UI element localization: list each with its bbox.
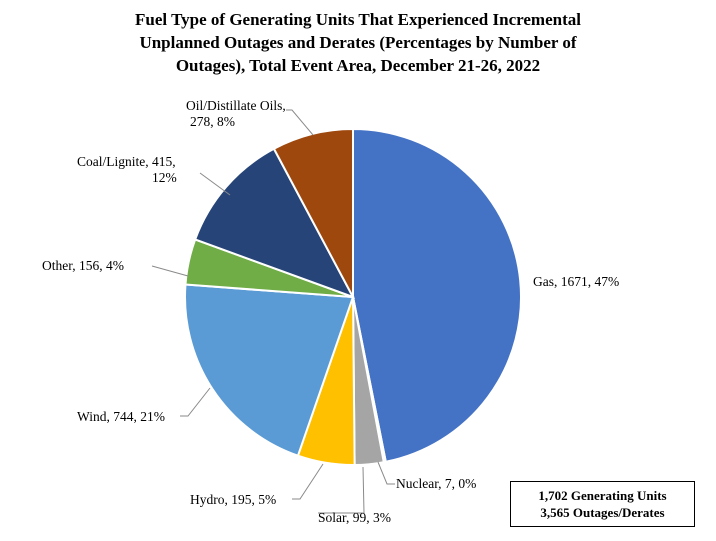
slice-label-nuclear: Nuclear, 7, 0% xyxy=(396,476,476,491)
summary-outages-derates: 3,565 Outages/Derates xyxy=(540,505,665,520)
leader-line-wind xyxy=(180,387,211,417)
slice-labels: Gas, 1671, 47% Nuclear, 7, 0% Solar, 99, 3… xyxy=(42,98,619,525)
leader-line-hydro xyxy=(292,463,324,500)
pie-slice-gas xyxy=(352,127,522,463)
chart-title-line-2: Unplanned Outages and Derates (Percentag… xyxy=(139,33,577,52)
pie-slice-coal-lignite xyxy=(193,147,356,299)
leader-line-nuclear xyxy=(377,461,395,485)
chart-title-line-1: Fuel Type of Generating Units That Exper… xyxy=(135,10,581,29)
chart-title-line-3: Outages), Total Event Area, December 21-… xyxy=(175,56,541,75)
leader-line-oil-distillate-oils xyxy=(286,109,314,136)
leader-line-solar xyxy=(318,466,365,514)
slice-label-oil-distillate-oils: Oil/Distillate Oils, 278, 8% xyxy=(186,98,286,129)
leader-line-other xyxy=(151,265,189,277)
leader-line-coal-lignite xyxy=(199,172,231,196)
summary-box: 1,702 Generating Units 3,565 Outages/Der… xyxy=(510,481,695,527)
slice-label-gas: Gas, 1671, 47% xyxy=(533,274,619,289)
pie-slice-wind xyxy=(184,283,355,457)
slice-label-wind: Wind, 744, 21% xyxy=(77,409,165,424)
chart-title: Fuel Type of Generating Units That Exper… xyxy=(40,8,676,77)
slice-label-solar: Solar, 99, 3% xyxy=(318,510,391,525)
summary-generating-units: 1,702 Generating Units xyxy=(538,488,667,503)
pie-slices xyxy=(184,127,522,466)
slice-label-other: Other, 156, 4% xyxy=(42,258,124,273)
leader-lines xyxy=(151,109,395,514)
slice-label-coal-lignite: Coal/Lignite, 415, 12% xyxy=(77,154,177,185)
slice-label-hydro: Hydro, 195, 5% xyxy=(190,492,276,507)
